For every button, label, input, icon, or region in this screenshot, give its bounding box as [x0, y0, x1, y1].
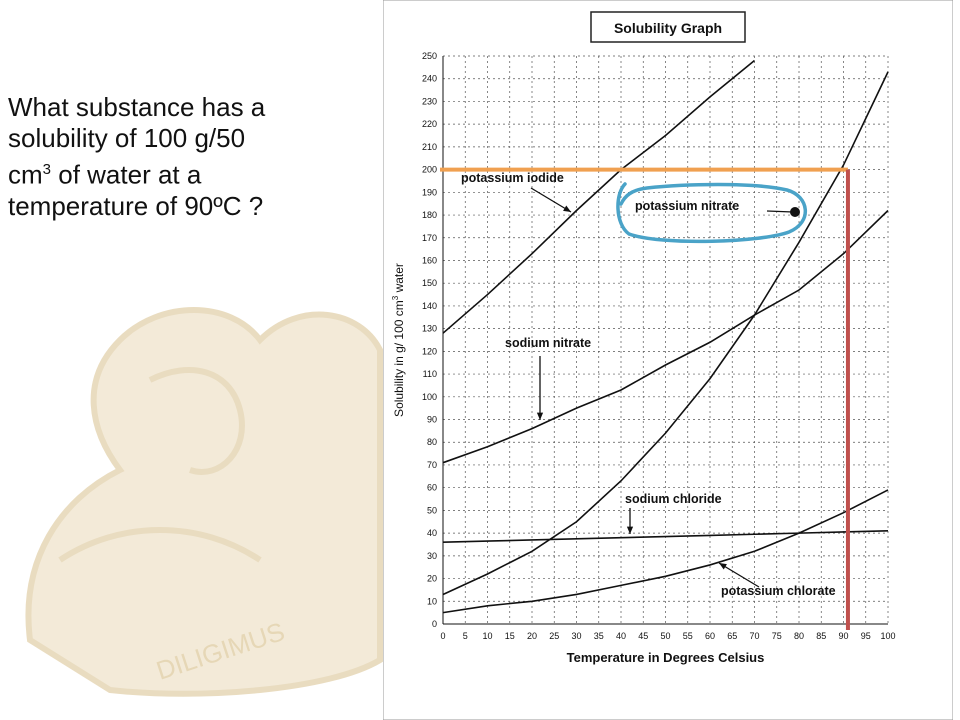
x-tick-label: 95	[861, 631, 871, 641]
question-line-4: temperature of 90ºC ?	[8, 190, 264, 221]
y-tick-label: 130	[422, 324, 437, 334]
title-box	[590, 11, 746, 43]
y-tick-label: 220	[422, 119, 437, 129]
x-axis-label: Temperature in Degrees Celsius	[567, 650, 765, 665]
x-tick-label: 25	[549, 631, 559, 641]
x-tick-label: 35	[594, 631, 604, 641]
y-tick-label: 60	[427, 483, 437, 493]
x-tick-label: 100	[880, 631, 895, 641]
x-tick-label: 30	[571, 631, 581, 641]
y-tick-label: 30	[427, 551, 437, 561]
series-label-potassium-iodide: potassium iodide	[461, 171, 564, 185]
potassium-chlorate-pointer	[718, 562, 760, 588]
x-tick-label: 60	[705, 631, 715, 641]
unit-cm: cm	[8, 159, 43, 190]
series-label-potassium-nitrate: potassium nitrate	[635, 199, 739, 213]
question-line-2: solubility of 100 g/50	[8, 123, 246, 153]
y-tick-label: 250	[422, 51, 437, 61]
y-tick-label: 40	[427, 528, 437, 538]
x-tick-label: 20	[527, 631, 537, 641]
y-tick-label: 210	[422, 142, 437, 152]
potassium-nitrate-pointer	[766, 210, 794, 213]
chart-frame	[383, 0, 953, 720]
x-tick-label: 5	[463, 631, 468, 641]
x-tick-label: 15	[505, 631, 515, 641]
y-tick-label: 90	[427, 415, 437, 425]
y-tick-label: 140	[422, 301, 437, 311]
question-line-3-rest: of water at a	[51, 159, 202, 190]
y-tick-label: 100	[422, 392, 437, 402]
y-tick-label: 240	[422, 74, 437, 84]
y-tick-label: 10	[427, 596, 437, 606]
x-tick-label: 85	[816, 631, 826, 641]
x-tick-label: 55	[683, 631, 693, 641]
chart-title: Solubility Graph	[614, 20, 722, 36]
y-tick-label: 120	[422, 346, 437, 356]
series-label-sodium-nitrate: sodium nitrate	[505, 336, 591, 350]
y-axis-label-text: water	[392, 263, 406, 296]
series-line-potassium-nitrate	[442, 71, 889, 596]
sodium-nitrate-pointer-head	[536, 412, 544, 420]
x-tick-label: 40	[616, 631, 626, 641]
y-tick-label: 50	[427, 505, 437, 515]
y-axis-label-superscript: 3	[391, 295, 400, 300]
potassium-chlorate-pointer-head	[719, 563, 727, 570]
series-line-sodium-nitrate	[442, 209, 889, 464]
y-tick-label: 170	[422, 233, 437, 243]
y-tick-label: 0	[432, 619, 437, 629]
y-tick-label: 80	[427, 437, 437, 447]
y-tick-label: 20	[427, 574, 437, 584]
potassium-nitrate-circle	[616, 182, 808, 244]
y-tick-label: 160	[422, 255, 437, 265]
x-tick-label: 65	[727, 631, 737, 641]
y-tick-label: 110	[423, 369, 437, 379]
series-label-potassium-chlorate: potassium chlorate	[721, 584, 836, 598]
potassium-nitrate-pointer-dot	[790, 207, 800, 217]
y-tick-label: 180	[422, 210, 437, 220]
x-tick-label: 80	[794, 631, 804, 641]
y-tick-label: 200	[422, 165, 437, 175]
series-label-sodium-chloride: sodium chloride	[625, 492, 722, 506]
y-axis-label-text: Solubility in g/ 100 cm	[392, 300, 406, 417]
solubility-chart: Solubility Graph 01020304050607080901001…	[383, 0, 953, 720]
y-tick-label: 150	[422, 278, 437, 288]
x-tick-label: 0	[440, 631, 445, 641]
x-tick-label: 90	[838, 631, 848, 641]
series-line-sodium-chloride	[442, 530, 889, 544]
question-line-1: What substance has a	[8, 92, 266, 122]
x-tick-label: 45	[638, 631, 648, 641]
sodium-chloride-pointer-head	[626, 526, 634, 534]
y-axis-label: Solubility in g/ 100 cm3 water	[391, 263, 406, 417]
y-tick-label: 190	[422, 187, 437, 197]
x-tick-label: 75	[772, 631, 782, 641]
x-tick-label: 10	[482, 631, 492, 641]
y-tick-label: 70	[427, 460, 437, 470]
series-line-potassium-iodide	[442, 59, 756, 334]
series-line-potassium-chlorate	[442, 489, 889, 614]
potassium-iodide-pointer	[530, 187, 572, 213]
x-tick-label: 70	[749, 631, 759, 641]
question-line-3: cm3 of water at a	[8, 154, 368, 191]
unit-superscript: 3	[42, 161, 52, 178]
question-text: What substance has a solubility of 100 g…	[8, 92, 368, 222]
x-tick-label: 50	[660, 631, 670, 641]
y-tick-label: 230	[422, 96, 437, 106]
potassium-iodide-pointer-head	[563, 205, 571, 212]
